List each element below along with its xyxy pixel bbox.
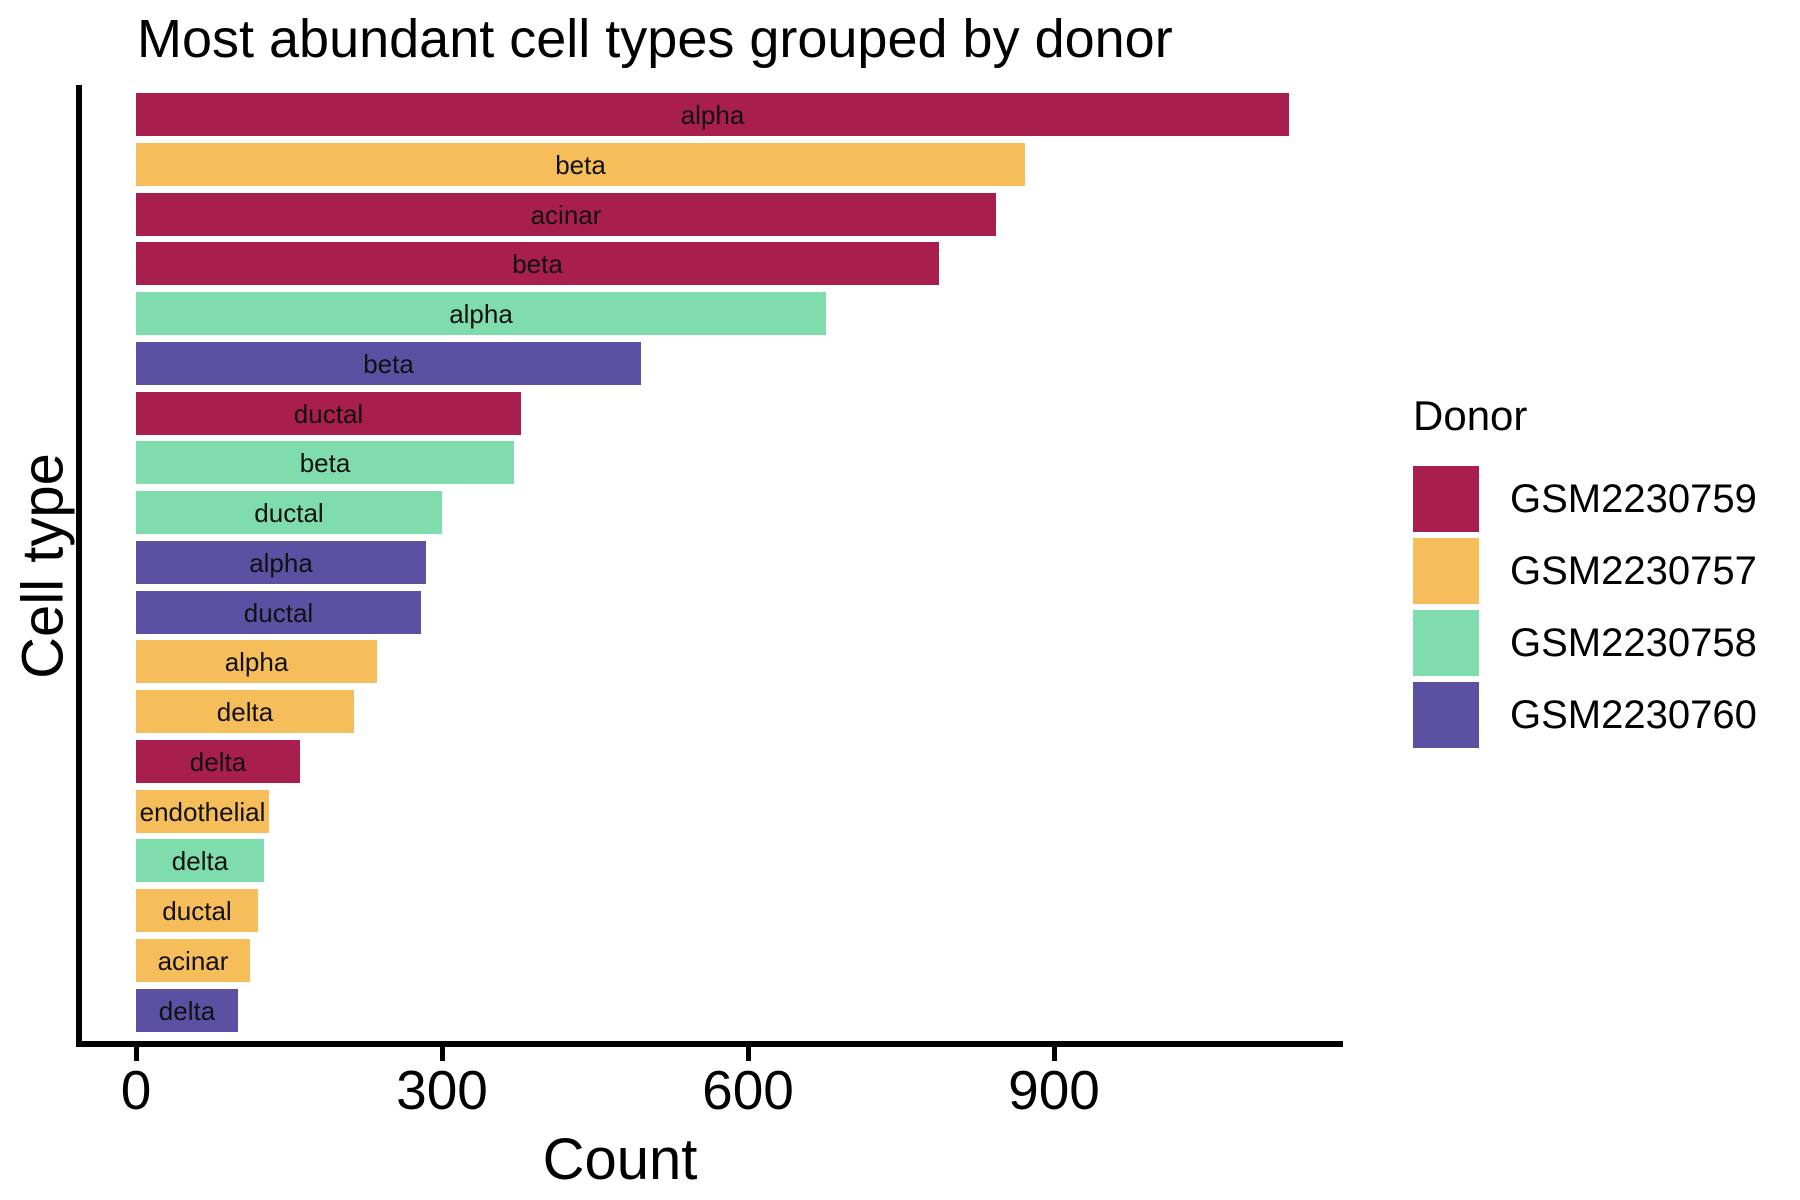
plot-area: alpha beta acinar beta alpha beta ductal beta du… [79,85,1343,1041]
y-axis-label: Cell type [10,453,76,679]
bar: endothelial [136,790,269,833]
x-tick-label: 300 [396,1059,488,1121]
bar-label: acinar [157,945,229,976]
bar-label: alpha [224,646,289,677]
bar: delta [136,989,238,1032]
bar-label: alpha [680,99,745,130]
legend-entry: GSM2230759 [1413,466,1757,532]
bar-label: beta [299,447,351,478]
x-tick-label: 0 [120,1059,152,1121]
bar-label: beta [512,248,563,279]
legend-swatch [1413,538,1479,604]
legend-label: GSM2230760 [1510,692,1757,737]
bar-label: ductal [162,895,232,926]
bar: beta [136,342,641,385]
legend: Donor GSM2230759 GSM2230757 GSM2230758 GSM2… [1413,392,1757,754]
bar-label: acinar [530,199,602,230]
x-tick-label: 600 [702,1059,794,1121]
x-tick-mark [134,1047,139,1061]
bar: ductal [136,392,521,435]
legend-label: GSM2230758 [1510,620,1757,665]
legend-title: Donor [1413,392,1528,439]
legend-label: GSM2230757 [1510,548,1757,593]
y-axis-spine [76,85,82,1047]
bar: alpha [136,292,826,335]
x-tick-mark [440,1047,445,1061]
bar-label: delta [171,845,229,876]
bar-label: beta [555,149,606,180]
bar-label: delta [189,746,247,777]
x-axis-label: Count [542,1127,698,1192]
bar: beta [136,441,514,484]
bar: ductal [136,889,258,932]
legend-swatch [1413,610,1479,676]
bar: ductal [136,591,421,634]
bar-label: delta [216,696,274,727]
bar: delta [136,839,264,882]
legend-entry: GSM2230757 [1413,538,1757,604]
chart-title: Most abundant cell types grouped by dono… [137,9,1173,69]
bar: delta [136,690,354,733]
legend-entries: GSM2230759 GSM2230757 GSM2230758 GSM2230760 [1413,466,1757,748]
bar: alpha [136,541,426,584]
bar: beta [136,242,939,285]
legend-swatch [1413,466,1479,532]
legend-entry: GSM2230760 [1413,682,1757,748]
bar: ductal [136,491,442,534]
bar: alpha [136,640,377,683]
x-tick-label: 900 [1008,1059,1100,1121]
bar: delta [136,740,300,783]
bar-label: alpha [449,298,513,329]
bar-label: ductal [243,597,314,628]
bar: alpha [136,93,1289,136]
bar: acinar [136,193,996,236]
bar-label: beta [363,348,414,379]
bar: acinar [136,939,250,982]
bar-label: delta [158,995,216,1026]
x-tick-mark [746,1047,751,1061]
x-tick-mark [1052,1047,1057,1061]
x-axis-spine [76,1041,1343,1047]
bar: beta [136,143,1025,186]
bar-label: alpha [249,547,313,578]
bar-label: ductal [254,497,324,528]
legend-swatch [1413,682,1479,748]
bar-label: endothelial [139,796,266,827]
legend-label: GSM2230759 [1510,476,1757,521]
bar-label: ductal [293,398,364,429]
legend-entry: GSM2230758 [1413,610,1757,676]
